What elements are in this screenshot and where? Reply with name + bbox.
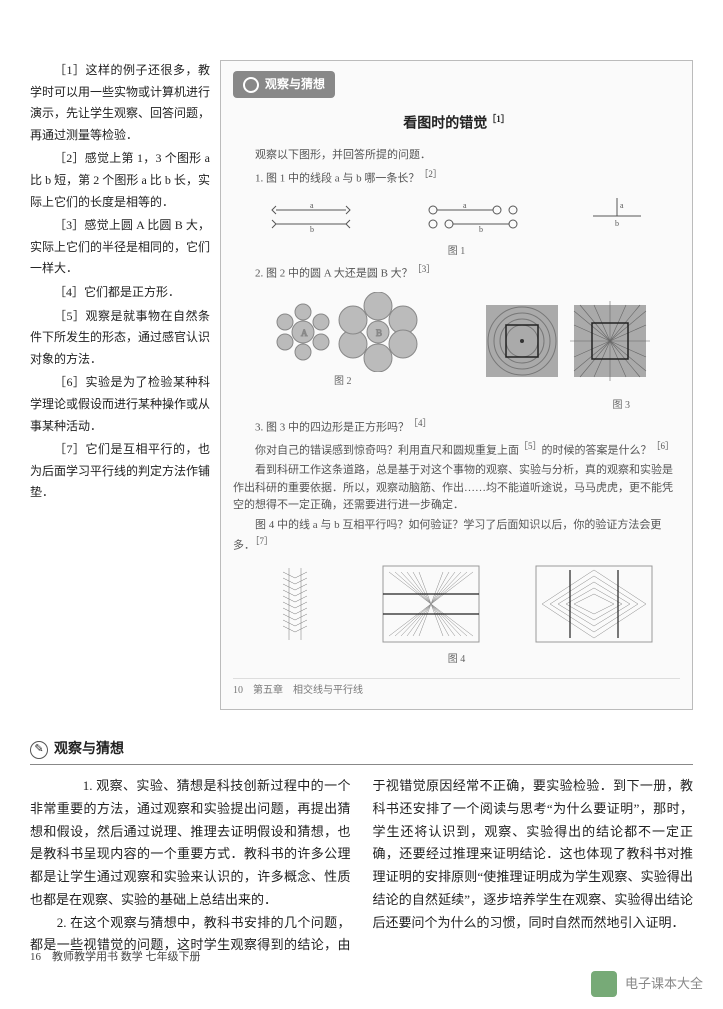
svg-text:b: b xyxy=(479,225,483,234)
svg-text:a: a xyxy=(310,201,314,210)
svg-text:A: A xyxy=(301,328,308,338)
margin-notes: ［1］这样的例子还很多，教学时可以用一些实物或计算机进行演示，先让学生观察、回答… xyxy=(30,60,210,710)
para-observe: 你对自己的错误感到惊奇吗？利用直尺和圆规重复上面［5］的时候的答案是什么？［6］ xyxy=(233,439,680,460)
fig4-a xyxy=(259,564,329,644)
watermark: 电子课本大全 xyxy=(591,971,703,997)
note-2: ［2］感觉上第 1，3 个图形 a 比 b 短，第 2 个图形 a 比 b 长，… xyxy=(30,148,210,213)
fig4-caption: 图 4 xyxy=(233,652,680,668)
section-text: 1. 观察、实验、猜想是科技创新过程中的一个非常重要的方法，通过观察和实验提出问… xyxy=(30,775,693,957)
figure-2-3-row: A B 图 2 xyxy=(233,292,680,390)
question-4: 图 4 中的线 a 与 b 互相平行吗？如何验证？学习了后面知识以后，你的验证方… xyxy=(233,517,680,556)
book-title: 教师教学用书 数学 七年级下册 xyxy=(52,951,201,963)
para-conclude: 看到科研工作这条道路，总是基于对这个事物的观察、实验与分析，真的观察和实验是作出… xyxy=(233,462,680,515)
svg-text:B: B xyxy=(376,328,382,338)
svg-text:a: a xyxy=(620,201,624,210)
note-3: ［3］感觉上圆 A 比圆 B 大，实际上它们的半径是相同的，它们一样大． xyxy=(30,215,210,280)
watermark-text: 电子课本大全 xyxy=(625,973,703,996)
fig1-a: a b xyxy=(266,198,356,234)
fig3-a xyxy=(482,301,562,381)
page-footer: 16 教师教学用书 数学 七年级下册 xyxy=(30,948,201,967)
note-1: ［1］这样的例子还很多，教学时可以用一些实物或计算机进行演示，先让学生观察、回答… xyxy=(30,60,210,146)
badge-label: 观察与猜想 xyxy=(265,74,325,95)
note-6: ［6］实验是为了检验某种科学理论或假设而进行某种操作或从事某种活动． xyxy=(30,372,210,437)
fig3-caption: 图 3 xyxy=(233,398,630,414)
fig3-b xyxy=(570,301,650,381)
section-header: ✎ 观察与猜想 xyxy=(30,738,693,766)
figure-1-row: a b a b a b xyxy=(233,196,680,236)
note-5: ［5］观察是就事物在自然条件下所发生的形态，通过感官认识对象的方法． xyxy=(30,306,210,371)
page-number: 16 xyxy=(30,951,41,963)
section-icon: ✎ xyxy=(30,741,48,759)
wechat-icon xyxy=(591,971,617,997)
swirl-icon xyxy=(243,77,259,93)
intro-line: 观察以下图形，并回答所提的问题． xyxy=(233,147,680,165)
section-body: 1. 观察、实验、猜想是科技创新过程中的一个非常重要的方法，通过观察和实验提出问… xyxy=(30,775,693,957)
svg-text:a: a xyxy=(463,201,467,210)
fig4-c xyxy=(534,564,654,644)
fig2-svg: A B xyxy=(263,292,423,372)
figure-4-row xyxy=(233,564,680,644)
question-3: 3. 图 3 中的四边形是正方形吗？［4］ xyxy=(233,416,680,437)
svg-text:b: b xyxy=(615,219,619,228)
fig2-caption: 图 2 xyxy=(263,374,423,390)
fig1-c: a b xyxy=(587,196,647,236)
fig1-b: a b xyxy=(421,198,521,234)
textbook-title: 看图时的错觉［1］ xyxy=(233,112,680,137)
fig4-b xyxy=(381,564,481,644)
note-7: ［7］它们是互相平行的，也为后面学习平行线的判定方法作铺垫． xyxy=(30,439,210,504)
textbook-badge: 观察与猜想 xyxy=(233,71,335,98)
section-title: 观察与猜想 xyxy=(54,738,124,763)
question-2: 2. 图 2 中的圆 A 大还是圆 B 大？［3］ xyxy=(233,262,680,283)
fig1-caption: 图 1 xyxy=(233,244,680,260)
note-4: ［4］它们都是正方形． xyxy=(30,282,210,304)
question-1: 1. 图 1 中的线段 a 与 b 哪一条长？［2］ xyxy=(233,167,680,188)
textbook-footer: 10 第五章 相交线与平行线 xyxy=(233,678,680,699)
textbook-inset: 观察与猜想 看图时的错觉［1］ 观察以下图形，并回答所提的问题． 1. 图 1 … xyxy=(220,60,693,710)
svg-text:b: b xyxy=(310,225,314,234)
